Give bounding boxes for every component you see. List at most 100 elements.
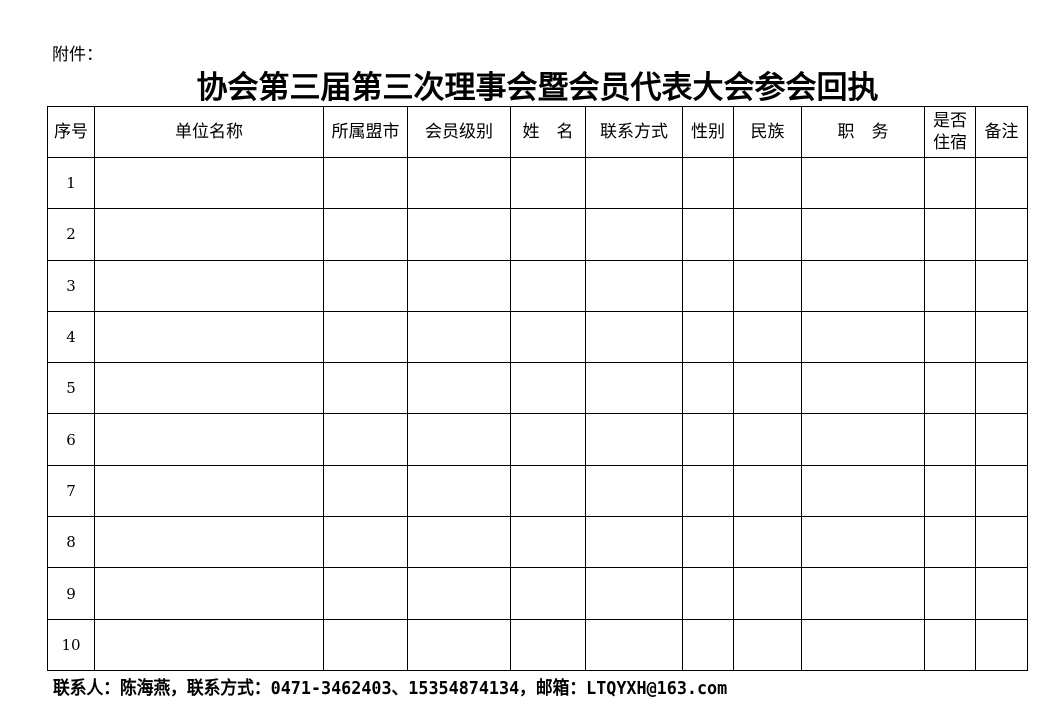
table-cell[interactable] bbox=[924, 567, 976, 620]
table-cell[interactable] bbox=[801, 310, 925, 364]
table-cell[interactable] bbox=[323, 156, 408, 210]
table-cell[interactable] bbox=[924, 310, 976, 364]
table-cell[interactable] bbox=[975, 567, 1028, 620]
table-cell[interactable] bbox=[733, 208, 802, 261]
table-cell[interactable] bbox=[510, 310, 586, 364]
table-cell[interactable] bbox=[682, 413, 734, 466]
table-cell[interactable] bbox=[323, 413, 408, 466]
table-cell[interactable] bbox=[585, 208, 683, 261]
table-cell[interactable] bbox=[94, 413, 324, 466]
table-cell[interactable] bbox=[682, 567, 734, 620]
table-cell[interactable] bbox=[975, 618, 1028, 671]
table-cell[interactable] bbox=[323, 516, 408, 569]
table-cell[interactable] bbox=[94, 516, 324, 569]
table-cell[interactable] bbox=[975, 156, 1028, 210]
table-cell[interactable] bbox=[733, 413, 802, 466]
table-cell[interactable] bbox=[510, 362, 586, 415]
table-cell[interactable] bbox=[585, 464, 683, 518]
table-cell[interactable] bbox=[924, 413, 976, 466]
table-cell[interactable] bbox=[94, 310, 324, 364]
table-cell[interactable] bbox=[510, 567, 586, 620]
table-cell[interactable] bbox=[733, 516, 802, 569]
table-cell[interactable] bbox=[924, 618, 976, 671]
table-cell[interactable] bbox=[585, 310, 683, 364]
table-cell[interactable] bbox=[682, 156, 734, 210]
table-cell[interactable] bbox=[323, 310, 408, 364]
table-cell[interactable] bbox=[510, 516, 586, 569]
table-cell[interactable] bbox=[94, 618, 324, 671]
table-cell[interactable] bbox=[975, 516, 1028, 569]
table-cell[interactable] bbox=[94, 156, 324, 210]
table-cell[interactable] bbox=[682, 516, 734, 569]
table-cell[interactable] bbox=[801, 259, 925, 312]
table-cell[interactable] bbox=[801, 208, 925, 261]
table-cell[interactable] bbox=[924, 156, 976, 210]
table-cell[interactable] bbox=[801, 516, 925, 569]
table-cell[interactable] bbox=[407, 259, 511, 312]
table-cell[interactable] bbox=[407, 156, 511, 210]
table-cell[interactable] bbox=[924, 362, 976, 415]
table-cell[interactable] bbox=[510, 208, 586, 261]
table-cell[interactable] bbox=[585, 618, 683, 671]
table-cell[interactable] bbox=[510, 156, 586, 210]
table-cell[interactable] bbox=[407, 618, 511, 671]
table-cell[interactable] bbox=[323, 567, 408, 620]
table-cell[interactable] bbox=[975, 310, 1028, 364]
table-cell[interactable] bbox=[585, 362, 683, 415]
table-cell[interactable] bbox=[510, 618, 586, 671]
table-cell[interactable] bbox=[733, 618, 802, 671]
table-cell[interactable] bbox=[407, 362, 511, 415]
table-cell[interactable] bbox=[94, 464, 324, 518]
table-cell[interactable] bbox=[510, 259, 586, 312]
table-cell[interactable] bbox=[801, 156, 925, 210]
table-cell[interactable] bbox=[733, 259, 802, 312]
table-cell[interactable] bbox=[682, 362, 734, 415]
table-cell[interactable] bbox=[323, 464, 408, 518]
table-cell[interactable] bbox=[585, 413, 683, 466]
table-cell[interactable] bbox=[975, 362, 1028, 415]
table-cell[interactable] bbox=[94, 259, 324, 312]
table-cell[interactable] bbox=[801, 413, 925, 466]
table-cell[interactable] bbox=[733, 362, 802, 415]
table-cell[interactable] bbox=[733, 156, 802, 210]
table-cell[interactable] bbox=[510, 413, 586, 466]
table-cell[interactable] bbox=[585, 516, 683, 569]
table-cell[interactable] bbox=[585, 156, 683, 210]
table-cell[interactable] bbox=[975, 413, 1028, 466]
table-cell[interactable] bbox=[323, 618, 408, 671]
table-cell[interactable] bbox=[924, 464, 976, 518]
table-cell[interactable] bbox=[924, 259, 976, 312]
table-cell[interactable] bbox=[94, 567, 324, 620]
table-cell[interactable] bbox=[323, 259, 408, 312]
table-cell[interactable] bbox=[733, 310, 802, 364]
table-cell[interactable] bbox=[323, 362, 408, 415]
table-cell[interactable] bbox=[801, 618, 925, 671]
table-cell[interactable] bbox=[407, 464, 511, 518]
table-cell[interactable] bbox=[585, 567, 683, 620]
table-cell[interactable] bbox=[975, 259, 1028, 312]
table-cell[interactable] bbox=[924, 516, 976, 569]
table-cell[interactable] bbox=[924, 208, 976, 261]
table-cell[interactable] bbox=[510, 464, 586, 518]
table-cell[interactable] bbox=[407, 567, 511, 620]
table-cell[interactable] bbox=[682, 310, 734, 364]
table-cell[interactable] bbox=[801, 362, 925, 415]
table-cell[interactable] bbox=[801, 567, 925, 620]
table-cell[interactable] bbox=[323, 208, 408, 261]
table-cell[interactable] bbox=[407, 413, 511, 466]
table-cell[interactable] bbox=[94, 362, 324, 415]
table-cell[interactable] bbox=[975, 208, 1028, 261]
table-cell[interactable] bbox=[733, 567, 802, 620]
table-cell[interactable] bbox=[682, 618, 734, 671]
table-cell[interactable] bbox=[94, 208, 324, 261]
table-cell[interactable] bbox=[407, 310, 511, 364]
table-cell[interactable] bbox=[407, 516, 511, 569]
table-cell[interactable] bbox=[585, 259, 683, 312]
table-cell[interactable] bbox=[682, 208, 734, 261]
table-cell[interactable] bbox=[682, 464, 734, 518]
table-cell[interactable] bbox=[682, 259, 734, 312]
table-cell[interactable] bbox=[801, 464, 925, 518]
table-cell[interactable] bbox=[975, 464, 1028, 518]
table-cell[interactable] bbox=[407, 208, 511, 261]
table-cell[interactable] bbox=[733, 464, 802, 518]
